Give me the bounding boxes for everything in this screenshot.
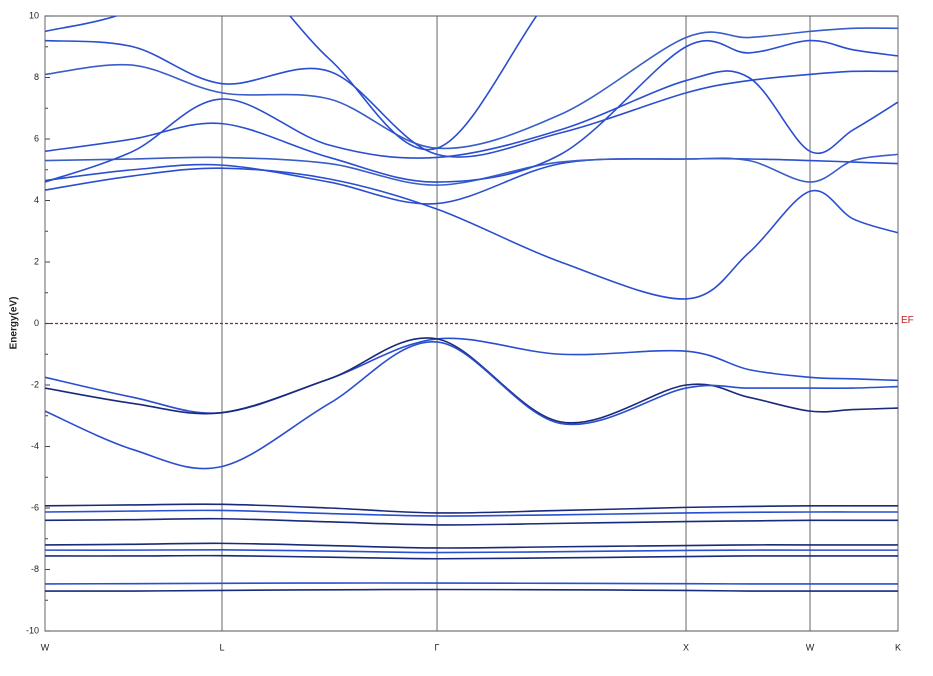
band-line	[45, 39, 898, 158]
y-axis-label: Energy(eV)	[9, 297, 20, 350]
y-tick-label: 10	[29, 10, 39, 20]
band-line	[45, 542, 898, 549]
band-line	[45, 153, 898, 186]
x-tick-label: K	[895, 642, 901, 652]
y-tick-label: 0	[34, 318, 39, 328]
band-line	[45, 503, 898, 514]
x-tick-label: L	[219, 642, 224, 652]
band-line	[45, 517, 898, 526]
band-line	[45, 341, 898, 470]
y-tick-label: -10	[26, 625, 39, 635]
y-tick-label: 6	[34, 133, 39, 143]
band-line	[45, 70, 898, 183]
band-line	[45, 16, 538, 151]
x-tick-label: W	[41, 642, 50, 652]
band-line	[45, 509, 898, 517]
x-tick-label: Γ	[435, 642, 440, 652]
y-tick-label: 2	[34, 256, 39, 266]
band-line	[45, 337, 898, 424]
band-line	[45, 27, 898, 150]
band-line	[45, 554, 898, 560]
y-tick-label: 4	[34, 195, 39, 205]
band-line	[45, 337, 898, 414]
y-tick-label: -4	[31, 441, 39, 451]
y-tick-label: 8	[34, 72, 39, 82]
x-tick-label: X	[683, 642, 689, 652]
band-line	[45, 582, 898, 585]
fermi-label: EF	[901, 315, 914, 326]
band-line	[45, 39, 898, 183]
band-line	[45, 548, 898, 554]
band-line	[45, 167, 898, 300]
y-tick-label: -2	[31, 379, 39, 389]
x-tick-label: W	[806, 642, 815, 652]
y-tick-label: -6	[31, 502, 39, 512]
bands	[45, 16, 898, 592]
y-tick-label: -8	[31, 564, 39, 574]
band-line	[45, 588, 898, 592]
band-line	[45, 157, 898, 205]
